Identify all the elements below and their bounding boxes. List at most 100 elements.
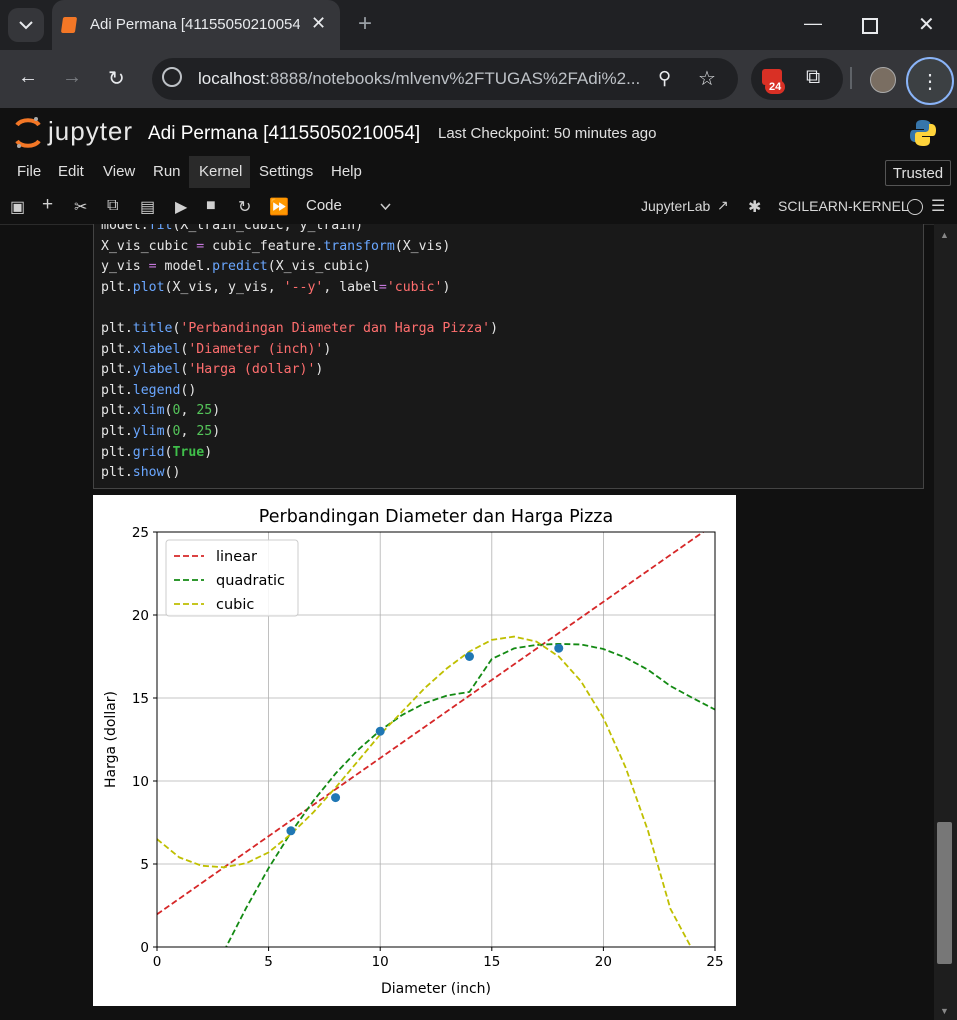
jupyter-header — [0, 108, 957, 157]
notebook-scrollbar[interactable] — [934, 224, 957, 1020]
scatter-point — [554, 643, 564, 653]
x-tick-label: 15 — [483, 954, 500, 970]
bookmark-star-icon[interactable]: ☆ — [698, 68, 716, 90]
pizza-chart: 0 5 10 15 20 25 0 5 10 15 20 25 Perbandingan Diamete… — [103, 507, 724, 997]
code-line: plt.ylim(0, 25) — [101, 423, 221, 439]
extensions-puzzle-icon[interactable]: ⧉ — [806, 66, 821, 88]
scroll-up-icon[interactable]: ▲ — [940, 230, 949, 240]
x-tick-label: 0 — [153, 954, 162, 970]
x-tick-label: 20 — [595, 954, 612, 970]
code-line: plt.title('Perbandingan Diameter dan Har… — [101, 320, 499, 336]
code-line: plt.plot(X_vis, y_vis, '--y', label='cub… — [101, 279, 451, 295]
scatter-point — [286, 826, 296, 836]
copy-icon[interactable]: ⧉ — [107, 197, 119, 214]
legend-label-quadratic: quadratic — [216, 573, 285, 589]
notebook-favicon-icon — [60, 17, 78, 33]
site-info-icon[interactable] — [162, 67, 182, 87]
scrollbar-thumb[interactable] — [937, 822, 952, 964]
code-editor[interactable]: model.fit(X_train_cubic, y_train) X_vis_c… — [101, 224, 498, 484]
menu-kernel[interactable]: Kernel — [199, 163, 243, 180]
trusted-indicator[interactable]: Trusted — [885, 160, 951, 186]
insert-cell-icon[interactable]: + — [42, 194, 54, 215]
minimize-window-icon[interactable]: — — [804, 13, 822, 33]
cut-icon[interactable]: ✂ — [74, 199, 88, 216]
code-cell[interactable] — [93, 224, 924, 489]
zoom-icon[interactable]: ⚲ — [658, 68, 672, 88]
paste-icon[interactable]: ▤ — [140, 199, 156, 216]
restart-icon[interactable]: ↻ — [238, 199, 252, 216]
run-all-icon[interactable]: ⏩ — [269, 199, 289, 216]
code-line: plt.xlim(0, 25) — [101, 403, 221, 419]
notification-badge: 24 — [765, 80, 786, 94]
code-line: plt.xlabel('Diameter (inch)') — [101, 341, 332, 357]
code-line: plt.legend() — [101, 382, 197, 398]
profile-avatar[interactable] — [870, 67, 896, 93]
debugger-bug-icon[interactable]: ✱ — [748, 199, 762, 216]
scroll-down-icon[interactable]: ▼ — [940, 1006, 949, 1016]
chevron-down-icon — [19, 20, 33, 29]
cell-type-select[interactable]: Code — [306, 197, 342, 214]
browser-menu-icon[interactable]: ⋮ — [906, 57, 954, 105]
y-tick-label: 25 — [132, 525, 149, 541]
notebook-title[interactable]: Adi Permana [41155050210054] — [148, 123, 421, 144]
menu-edit[interactable]: Edit — [58, 163, 84, 180]
menu-bar — [0, 156, 957, 189]
kernel-menu-highlight — [189, 156, 250, 188]
code-line: model.fit(X_train_cubic, y_train) — [101, 224, 364, 233]
legend-box — [165, 539, 299, 617]
kernel-name[interactable]: SCILEARN-KERNEL — [778, 198, 909, 214]
y-axis-label: Harga (dollar) — [103, 691, 119, 788]
code-line: X_vis_cubic = cubic_feature.transform(X_… — [101, 238, 451, 254]
url-text: localhost:8888/notebooks/mlvenv%2FTUGAS%… — [198, 69, 641, 88]
new-tab-icon[interactable]: + — [358, 10, 373, 37]
y-tick-label: 20 — [132, 608, 149, 624]
y-tick-label: 5 — [140, 857, 149, 873]
code-line: y_vis = model.predict(X_vis_cubic) — [101, 259, 371, 275]
back-icon[interactable]: ← — [18, 66, 38, 88]
run-icon[interactable]: ▶ — [175, 199, 188, 216]
code-viewport: model.fit(X_train_cubic, y_train) X_vis_c… — [94, 224, 922, 486]
save-icon[interactable]: ▣ — [10, 199, 26, 216]
code-line: plt.ylabel('Harga (dollar)') — [101, 362, 324, 378]
scatter-point — [375, 726, 385, 736]
close-window-icon[interactable]: ✕ — [918, 14, 935, 36]
menu-run[interactable]: Run — [153, 163, 181, 180]
y-tick-label: 10 — [132, 774, 149, 790]
reload-icon[interactable]: ↻ — [108, 68, 125, 90]
code-line — [101, 298, 498, 319]
x-axis-label: Diameter (inch) — [381, 981, 491, 997]
x-tick-label: 10 — [372, 954, 389, 970]
forward-icon[interactable]: → — [62, 66, 82, 88]
menu-file[interactable]: File — [17, 163, 42, 180]
menu-hamburger-icon[interactable]: ☰ — [931, 198, 946, 215]
menu-view[interactable]: View — [103, 163, 136, 180]
close-tab-icon[interactable]: ✕ — [311, 13, 327, 33]
series-line-linear — [157, 532, 705, 916]
series-line-cubic — [157, 635, 692, 947]
browser-tab-active[interactable] — [52, 0, 340, 50]
scatter-point — [464, 652, 474, 661]
address-bar[interactable] — [152, 58, 738, 100]
maximize-window-icon[interactable] — [862, 18, 878, 34]
chart-title: Perbandingan Diameter dan Harga Pizza — [259, 507, 613, 527]
series-line-quadratic — [225, 642, 715, 947]
toolbar-divider — [850, 67, 852, 89]
kernel-status-icon — [907, 199, 923, 215]
stop-icon[interactable]: ■ — [206, 197, 216, 214]
jupyter-logo-icon — [15, 117, 41, 148]
tab-search-button[interactable] — [8, 8, 44, 42]
external-link-icon[interactable]: ↗ — [717, 197, 729, 213]
python-logo-icon — [910, 120, 936, 146]
legend-label-cubic: cubic — [216, 597, 254, 613]
jupyterlab-link[interactable]: JupyterLab — [641, 198, 711, 214]
legend-label-linear: linear — [216, 549, 257, 565]
scatter-point — [331, 793, 341, 803]
plot-frame — [156, 531, 716, 948]
menu-help[interactable]: Help — [331, 163, 362, 180]
menu-settings[interactable]: Settings — [259, 163, 314, 180]
chevron-down-icon — [380, 203, 391, 210]
jupyter-logo-text: jupyter — [48, 116, 134, 146]
plot-series-group — [157, 532, 715, 947]
browser-tab-title: Adi Permana [41155050210054] — [90, 16, 300, 33]
code-line: plt.grid(True) — [101, 444, 213, 460]
